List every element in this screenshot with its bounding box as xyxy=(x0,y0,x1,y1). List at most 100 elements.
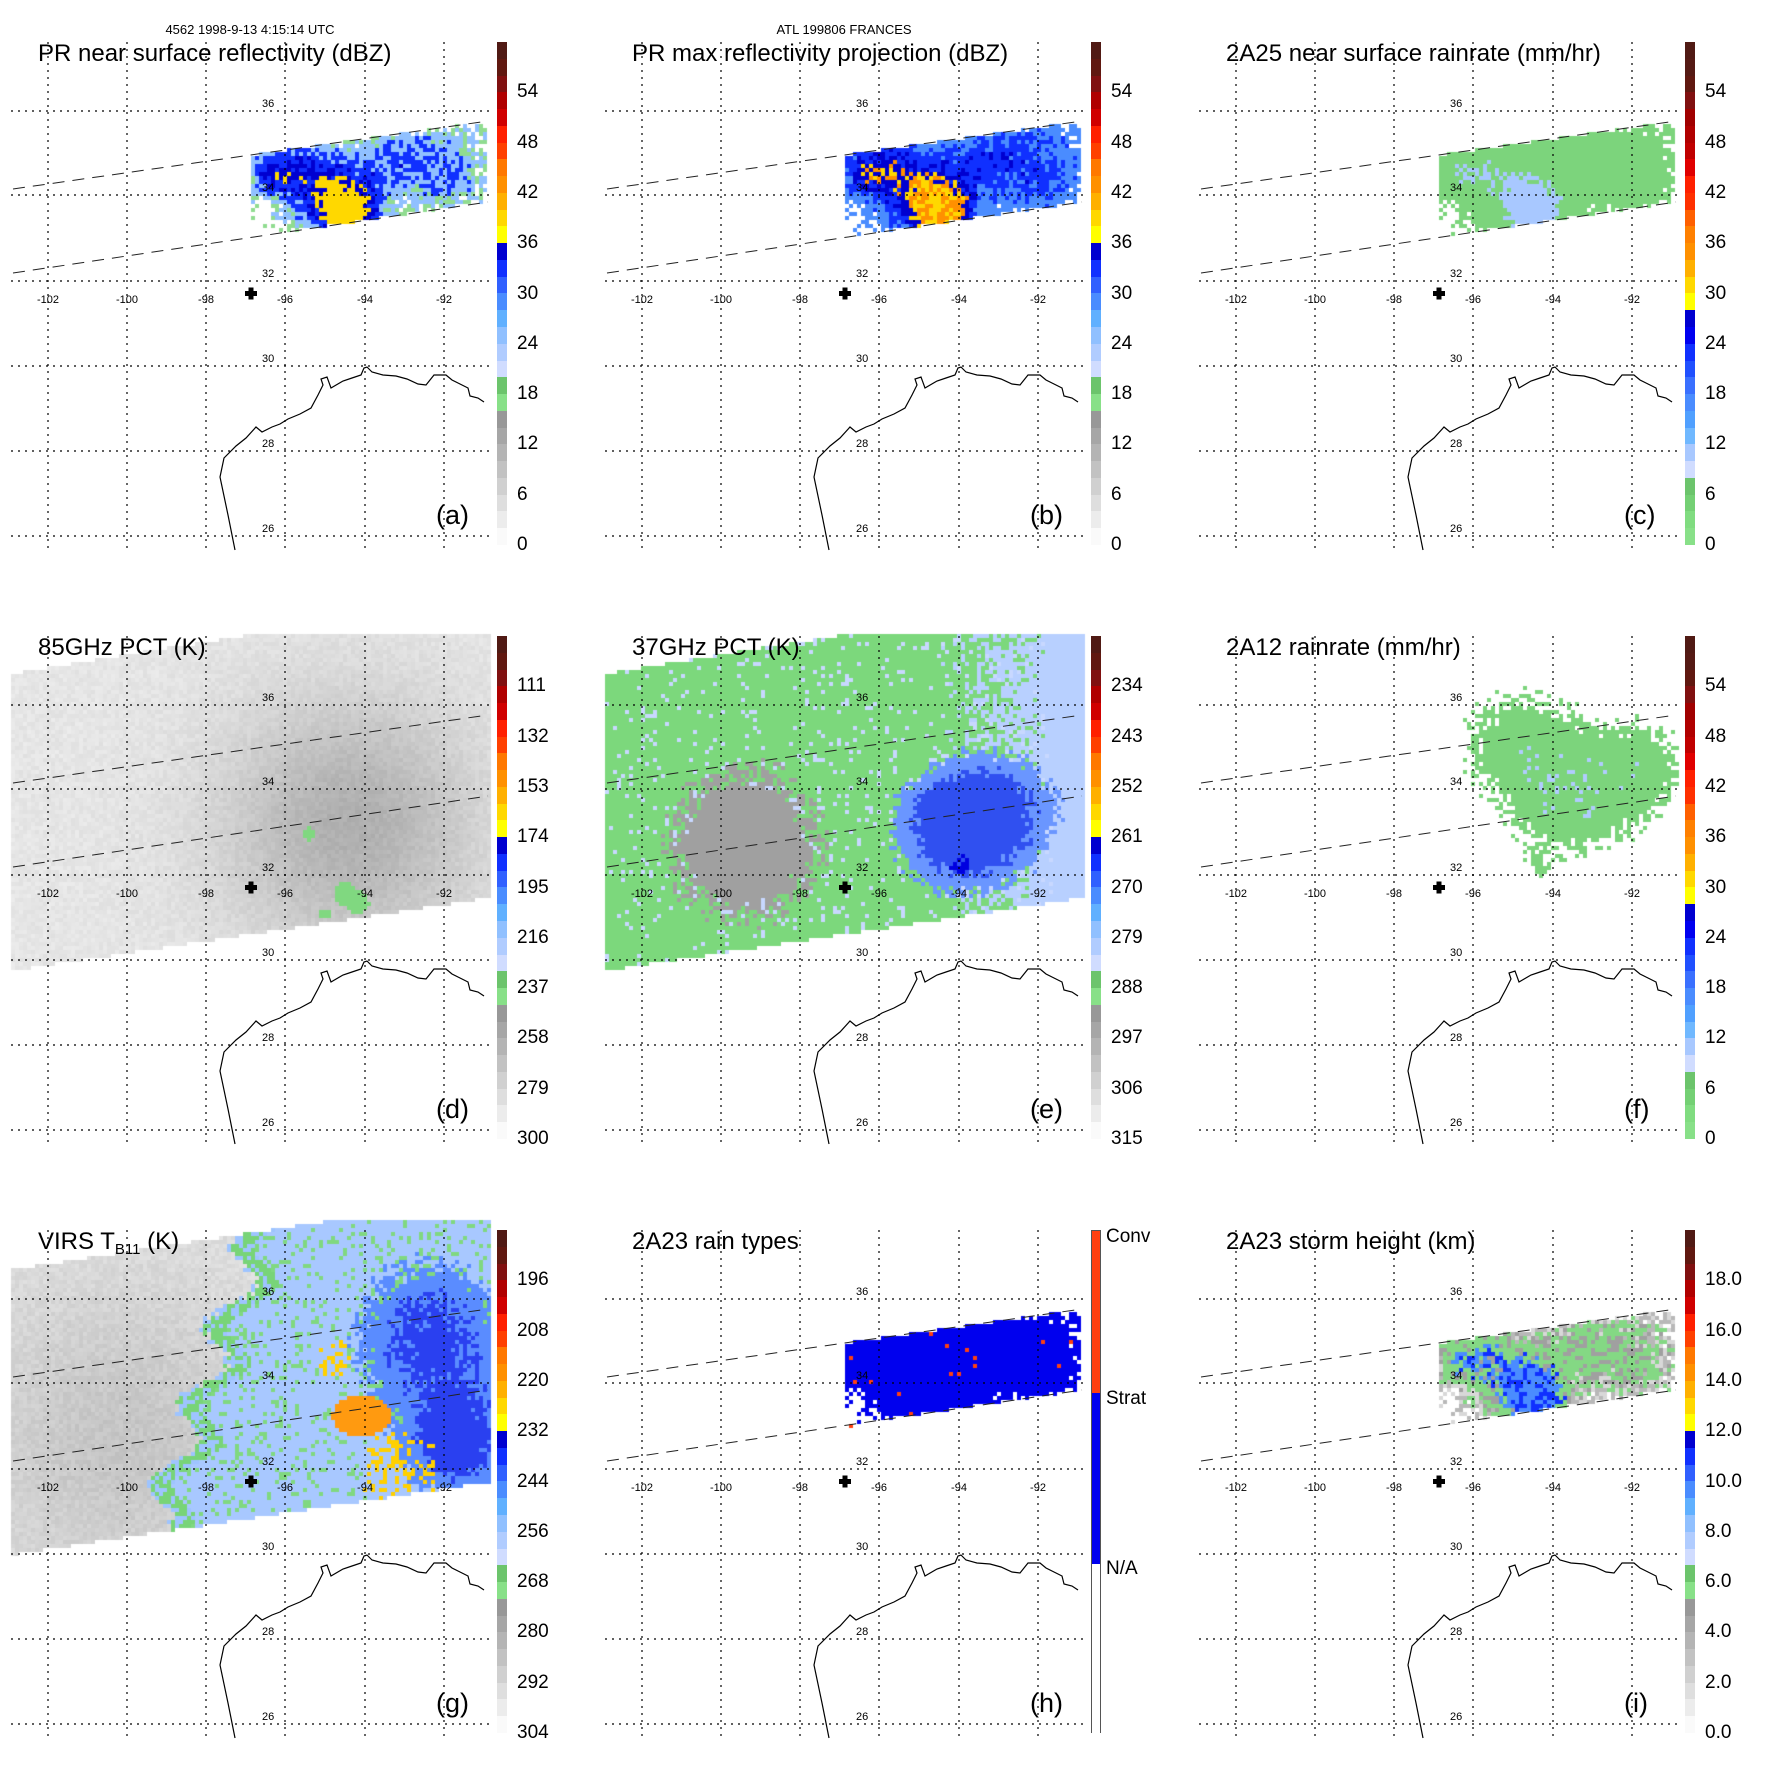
latitude-label: 36 xyxy=(1450,98,1462,110)
colorbar xyxy=(1091,1230,1101,1734)
colorbar-tick-label: 0 xyxy=(1705,1128,1716,1149)
colorbar-tick-label: 6 xyxy=(517,483,528,505)
colorbar-tick-label: 18 xyxy=(1705,383,1727,405)
colorbar-tick-label: 6 xyxy=(1111,483,1122,505)
colorbar-segment xyxy=(1685,1447,1695,1465)
longitude-label: -94 xyxy=(357,888,373,900)
colorbar-tick-label: 30 xyxy=(1705,282,1727,304)
title-unit: (K) xyxy=(140,1228,180,1255)
longitude-label: -102 xyxy=(37,294,59,306)
colorbar-segment xyxy=(1685,125,1695,143)
swath-edge-north xyxy=(1200,714,1677,784)
longitude-label: -94 xyxy=(951,1482,967,1494)
swath-edge-north xyxy=(1200,1308,1677,1378)
longitude-label: -92 xyxy=(436,888,452,900)
colorbar-segment xyxy=(1091,937,1101,955)
title-main: VIRS T xyxy=(38,1228,115,1255)
longitude-label: -100 xyxy=(1304,1482,1326,1494)
latitude-label: 28 xyxy=(262,1032,274,1044)
colorbar-category-label: N/A xyxy=(1106,1558,1138,1579)
swath-edge-north xyxy=(12,714,489,784)
longitude-label: -96 xyxy=(871,888,887,900)
colorbar-segment xyxy=(1091,461,1101,478)
colorbar-segment xyxy=(1685,1682,1695,1700)
longitude-label: -96 xyxy=(871,1482,887,1494)
latitude-label: 34 xyxy=(262,182,274,194)
colorbar-segment xyxy=(497,444,507,462)
colorbar-segment xyxy=(497,988,507,1005)
colorbar-segment xyxy=(497,1665,507,1683)
colorbar-segment xyxy=(497,1055,507,1072)
latitude-label: 28 xyxy=(1450,1032,1462,1044)
colorbar-tick-label: 2.0 xyxy=(1705,1671,1732,1693)
colorbar-segment xyxy=(1091,904,1101,922)
colorbar xyxy=(497,1230,507,1733)
colorbar-segment xyxy=(497,703,507,720)
gulf-coastline xyxy=(813,366,1079,551)
latitude-label: 30 xyxy=(262,353,274,365)
latitude-label: 26 xyxy=(262,1117,274,1129)
storm-center-cross-icon xyxy=(245,881,257,894)
gulf-coastline xyxy=(219,1554,485,1739)
colorbar-segment xyxy=(497,1582,507,1599)
swath-edge-south xyxy=(12,1389,489,1462)
longitude-label: -92 xyxy=(1624,294,1640,306)
colorbar-tick-label: 279 xyxy=(1111,926,1143,948)
gulf-coastline xyxy=(1407,1554,1673,1739)
colorbar-segment xyxy=(1685,1347,1695,1365)
colorbar-segment xyxy=(1685,937,1695,955)
colorbar-segment xyxy=(1685,1716,1695,1733)
panel-title: 2A23 storm height (km) xyxy=(1226,1228,1476,1255)
panel-e: 36 34 32 30 28 26 -102 -100 -98 -96 -94 -92 37GHz P… xyxy=(594,594,1188,1188)
panel-letter: (a) xyxy=(436,500,469,530)
panel-letter: (i) xyxy=(1624,1688,1648,1718)
latitude-label: 28 xyxy=(856,438,868,450)
colorbar-segment xyxy=(1685,1565,1695,1583)
longitude-label: -102 xyxy=(1225,294,1247,306)
colorbar-tick-label: 36 xyxy=(1705,826,1727,848)
colorbar-tick-label: 0 xyxy=(1705,534,1716,555)
longitude-label: -100 xyxy=(116,1482,138,1494)
colorbar-segment xyxy=(1091,1055,1101,1072)
gulf-coastline xyxy=(1407,366,1673,551)
colorbar-tick-label: 270 xyxy=(1111,876,1143,898)
colorbar-segment xyxy=(1091,327,1101,344)
longitude-label: -98 xyxy=(792,294,808,306)
colorbar-segment xyxy=(1685,1464,1695,1482)
title-subscript: B11 xyxy=(114,1241,141,1258)
field-image xyxy=(594,1188,1188,1782)
colorbar-tick-label: 6 xyxy=(1705,483,1716,505)
colorbar-segment xyxy=(1091,276,1101,294)
colorbar-segment xyxy=(497,1481,507,1499)
colorbar-tick-label: 54 xyxy=(1705,81,1727,103)
colorbar-segment xyxy=(1091,494,1101,512)
colorbar-segment xyxy=(497,226,507,244)
colorbar-tick-label: 208 xyxy=(517,1319,549,1341)
colorbar-tick-label: 42 xyxy=(1111,181,1133,203)
colorbar-segment xyxy=(497,837,507,854)
colorbar-segment xyxy=(1685,75,1695,93)
colorbar-segment xyxy=(1685,92,1695,110)
panel-i: 36 34 32 30 28 26 -102 -100 -98 -96 -94 -92 2A23 st… xyxy=(1188,1188,1771,1782)
colorbar-tick-label: 268 xyxy=(517,1571,549,1593)
colorbar-segment xyxy=(1685,1649,1695,1666)
colorbar-segment xyxy=(1091,243,1101,260)
colorbar-tick-label: 258 xyxy=(517,1027,549,1049)
colorbar-tick-label: 300 xyxy=(517,1128,549,1149)
colorbar-tick-label: 30 xyxy=(1705,876,1727,898)
colorbar-segment xyxy=(1685,1105,1695,1123)
swath-edge-south xyxy=(606,795,1083,868)
colorbar-segment xyxy=(1685,1380,1695,1398)
longitude-label: -100 xyxy=(710,888,732,900)
colorbar-segment xyxy=(497,42,507,59)
colorbar-segment xyxy=(1091,1122,1101,1139)
colorbar-segment xyxy=(1685,1263,1695,1281)
latitude-label: 30 xyxy=(856,353,868,365)
map-overlay: 36 34 32 30 28 26 -102 -100 -98 -96 -94 -92 xyxy=(1199,636,1678,1145)
colorbar-segment xyxy=(1091,360,1101,378)
colorbar-tick-label: 48 xyxy=(1705,131,1727,153)
colorbar-segment xyxy=(1091,736,1101,754)
swath-edge-south xyxy=(1200,1389,1677,1462)
colorbar-segment xyxy=(1091,870,1101,888)
longitude-label: -96 xyxy=(277,1482,293,1494)
